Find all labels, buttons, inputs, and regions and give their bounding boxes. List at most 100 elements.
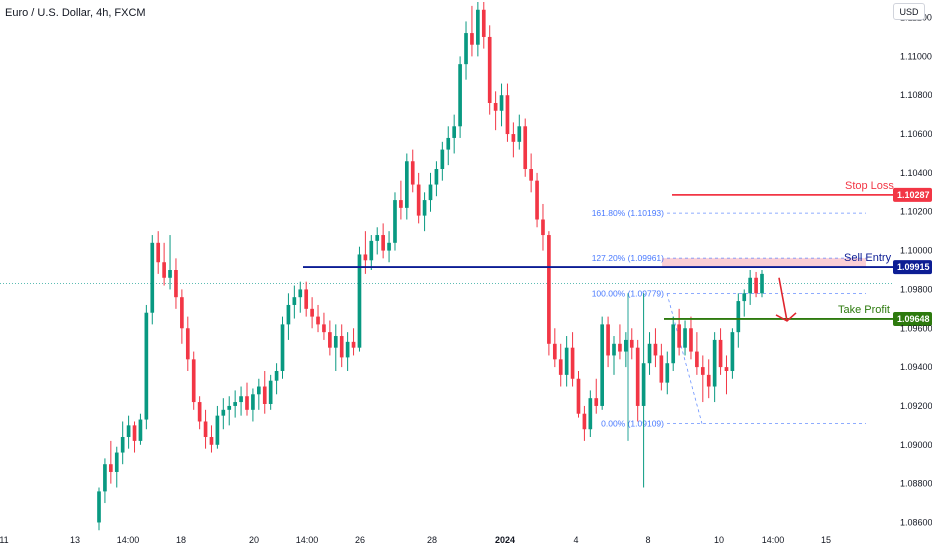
- candle-up: [256, 386, 261, 395]
- candle-up: [458, 64, 462, 127]
- candle-down: [109, 464, 113, 472]
- candle-down: [558, 359, 563, 375]
- price-tick-label: 1.10800: [900, 90, 932, 100]
- candle-down: [695, 351, 699, 368]
- candle-up: [375, 235, 380, 241]
- candle-up: [730, 332, 735, 371]
- candle-down: [410, 161, 415, 185]
- sell-entry-label: Sell Entry: [844, 252, 892, 264]
- candle-up: [138, 419, 143, 441]
- take-profit-label: Take Profit: [838, 304, 890, 316]
- take-profit-price-badge: [893, 311, 932, 326]
- candle-up: [647, 343, 652, 364]
- candle-up: [227, 405, 232, 410]
- candle-down: [576, 378, 581, 414]
- price-tick-label: 1.09400: [900, 362, 932, 372]
- candle-down: [629, 339, 634, 348]
- stop-loss-price-badge: [893, 187, 932, 202]
- time-tick-label: 18: [176, 535, 186, 545]
- candle-up: [357, 254, 362, 348]
- time-tick-label: 28: [427, 535, 437, 545]
- candle-up: [345, 341, 350, 358]
- candle-up: [736, 301, 741, 333]
- time-tick-label: 14:00: [296, 535, 319, 545]
- candle-up: [742, 293, 747, 302]
- time-tick-label: 14:00: [762, 535, 785, 545]
- candle-down: [523, 126, 528, 170]
- candle-down: [606, 324, 610, 356]
- candle-up: [452, 126, 457, 138]
- candle-up: [239, 396, 243, 403]
- candle-down: [547, 235, 551, 344]
- fib-level-label: 0.00% (1.09109): [601, 419, 664, 429]
- candle-down: [570, 347, 575, 379]
- candle-down: [535, 180, 539, 220]
- currency-button[interactable]: USD: [893, 3, 925, 20]
- candle-up: [564, 347, 569, 375]
- candle-down: [316, 316, 320, 325]
- price-tick-label: 1.08600: [900, 517, 932, 527]
- candle-down: [552, 343, 557, 360]
- down-arrow-shaft: [778, 277, 788, 322]
- candle-down: [185, 328, 190, 360]
- candle-up: [369, 240, 374, 261]
- candle-up: [251, 394, 255, 410]
- time-axis: 11 13 14:00 18 20 14:00 26 28 2024 4 8 10 14:00 15: [0, 535, 831, 545]
- candle-up: [150, 242, 155, 313]
- candle-up: [499, 95, 504, 111]
- time-tick-label: 4: [573, 535, 578, 545]
- time-tick-label: 14:00: [117, 535, 140, 545]
- candle-up: [387, 242, 391, 251]
- candle-down: [677, 324, 681, 348]
- time-tick-label: 8: [645, 535, 650, 545]
- candle-down: [529, 169, 533, 181]
- candle-up: [292, 297, 297, 305]
- candle-down: [481, 9, 486, 37]
- candle-down: [493, 102, 498, 111]
- fib-level-label: 127.20% (1.09961): [592, 253, 664, 263]
- price-tick-label: 1.10600: [900, 129, 932, 139]
- price-tick-label: 1.09800: [900, 284, 932, 294]
- candle-down: [416, 184, 421, 216]
- candle-down: [197, 402, 202, 422]
- candle-up: [612, 343, 616, 356]
- candle-up: [168, 270, 172, 278]
- stop-loss-price: 1.10287: [897, 190, 930, 200]
- price-tick-label: 1.10400: [900, 168, 932, 178]
- candle-down: [653, 343, 658, 356]
- candle-up: [422, 200, 427, 216]
- candle-down: [399, 200, 403, 208]
- candle-down: [754, 277, 758, 294]
- take-profit-price: 1.09648: [897, 314, 930, 324]
- chart-title: Euro / U.S. Dollar, 4h, FXCM: [5, 7, 146, 19]
- stop-loss-label: Stop Loss: [845, 180, 894, 192]
- price-tick-label: 1.09000: [900, 440, 932, 450]
- price-tick-label: 1.11000: [900, 51, 932, 61]
- candle-down: [245, 396, 249, 410]
- time-tick-label: 13: [70, 535, 80, 545]
- candle-up: [114, 452, 119, 472]
- candle-up: [274, 370, 279, 381]
- candle-down: [381, 235, 385, 251]
- candle-down: [659, 355, 664, 383]
- candle-up: [712, 339, 717, 387]
- candle-down: [351, 341, 356, 348]
- candle-up: [665, 363, 670, 383]
- candle-up: [683, 328, 687, 348]
- price-tick-label: 1.09200: [900, 401, 932, 411]
- candle-up: [434, 169, 439, 185]
- down-arrow-head: [775, 312, 797, 322]
- candle-down: [203, 421, 208, 438]
- candle-up: [126, 425, 131, 438]
- candle-down: [363, 254, 368, 261]
- candle-up: [97, 491, 101, 523]
- candle-up: [120, 437, 125, 453]
- price-tick-label: 1.08800: [900, 479, 932, 489]
- projection-arrow: [775, 277, 797, 322]
- candle-up: [298, 289, 303, 298]
- candle-down: [339, 336, 344, 358]
- time-tick-label: 10: [714, 535, 724, 545]
- candle-up: [404, 161, 409, 208]
